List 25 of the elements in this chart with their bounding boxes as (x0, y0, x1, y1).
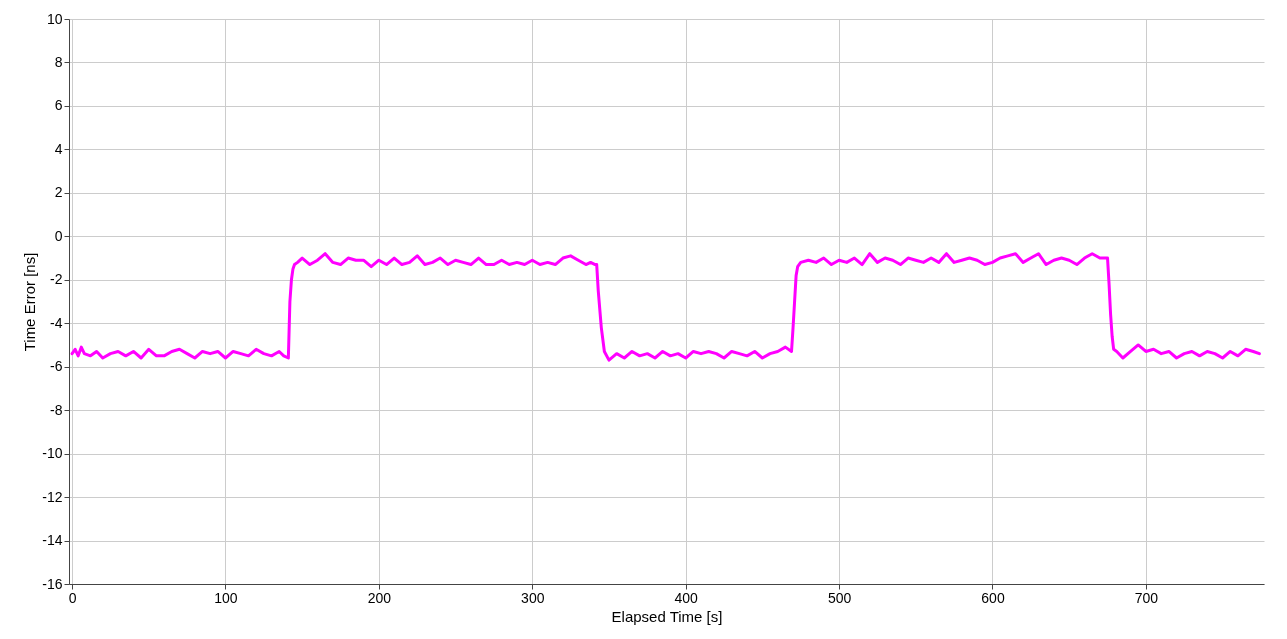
y-tick-label: -2 (50, 271, 63, 288)
x-tick-label: 200 (367, 589, 392, 606)
y-tick-label: 4 (54, 140, 63, 157)
x-tick-label: 100 (214, 589, 238, 606)
y-tick-label: -16 (42, 575, 63, 592)
y-tick-label: -12 (42, 488, 63, 505)
y-axis-title: Time Error [ns] (21, 252, 39, 352)
y-tick-label: 8 (54, 53, 63, 70)
y-tick-label: 10 (46, 10, 63, 27)
y-tick-label: 2 (54, 184, 63, 201)
y-tick-label: 0 (54, 227, 63, 244)
x-tick-label: 300 (521, 589, 545, 606)
y-tick-label: -8 (50, 401, 63, 418)
y-tick-label: -10 (42, 445, 63, 462)
x-axis-title: Elapsed Time [s] (611, 607, 723, 625)
y-tick-label: 6 (54, 97, 63, 114)
y-tick-label: -4 (50, 314, 63, 331)
line-series (70, 252, 1261, 362)
x-tick-label: 700 (1134, 589, 1159, 606)
x-tick-label: 400 (674, 589, 699, 606)
y-tick-label: -6 (50, 358, 63, 375)
x-tick-label: 600 (981, 589, 1005, 606)
x-tick-label: 0 (68, 589, 77, 606)
y-tick-label: -14 (42, 532, 63, 549)
x-tick-label: 500 (827, 589, 852, 606)
